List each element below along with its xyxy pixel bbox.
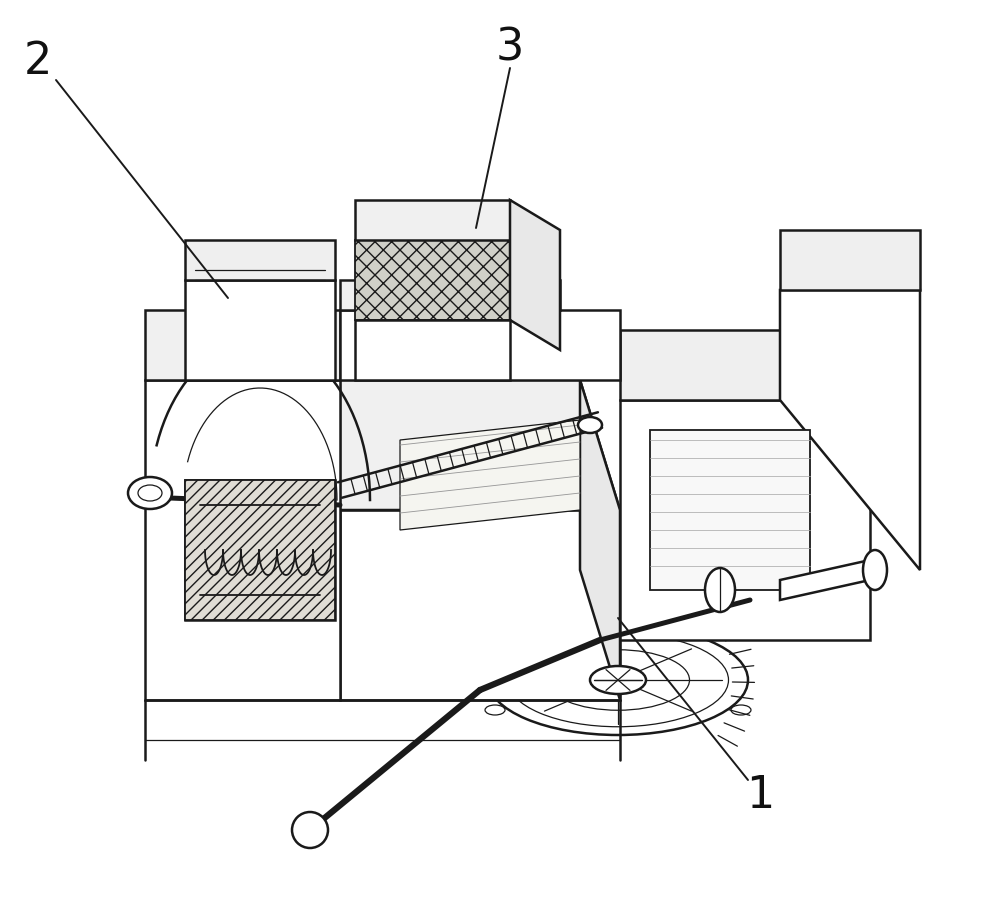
Polygon shape	[355, 200, 510, 240]
Ellipse shape	[128, 477, 172, 509]
Ellipse shape	[138, 485, 162, 501]
Polygon shape	[620, 330, 870, 400]
Ellipse shape	[705, 568, 735, 612]
Polygon shape	[185, 480, 335, 620]
Polygon shape	[185, 280, 335, 380]
Polygon shape	[355, 240, 510, 320]
Polygon shape	[510, 200, 560, 350]
Ellipse shape	[578, 417, 602, 433]
Text: 1: 1	[746, 774, 774, 816]
Ellipse shape	[508, 633, 728, 727]
Bar	[650, 430, 810, 590]
Ellipse shape	[863, 550, 887, 590]
Polygon shape	[340, 510, 620, 700]
Polygon shape	[340, 310, 620, 380]
Polygon shape	[580, 380, 620, 700]
Text: 3: 3	[496, 26, 524, 69]
Bar	[185, 480, 335, 620]
Circle shape	[292, 812, 328, 848]
Text: 2: 2	[24, 41, 52, 84]
Polygon shape	[780, 230, 920, 290]
Polygon shape	[340, 380, 620, 510]
Polygon shape	[355, 320, 510, 380]
Polygon shape	[400, 420, 580, 530]
Polygon shape	[185, 240, 335, 280]
Ellipse shape	[488, 625, 748, 735]
Polygon shape	[340, 280, 560, 310]
Polygon shape	[145, 380, 340, 700]
Ellipse shape	[546, 650, 690, 710]
Ellipse shape	[731, 705, 751, 715]
Polygon shape	[780, 560, 870, 600]
Ellipse shape	[590, 666, 646, 694]
Polygon shape	[145, 310, 340, 380]
Polygon shape	[620, 400, 870, 640]
Ellipse shape	[485, 705, 505, 715]
Polygon shape	[780, 290, 920, 570]
Ellipse shape	[608, 615, 628, 625]
